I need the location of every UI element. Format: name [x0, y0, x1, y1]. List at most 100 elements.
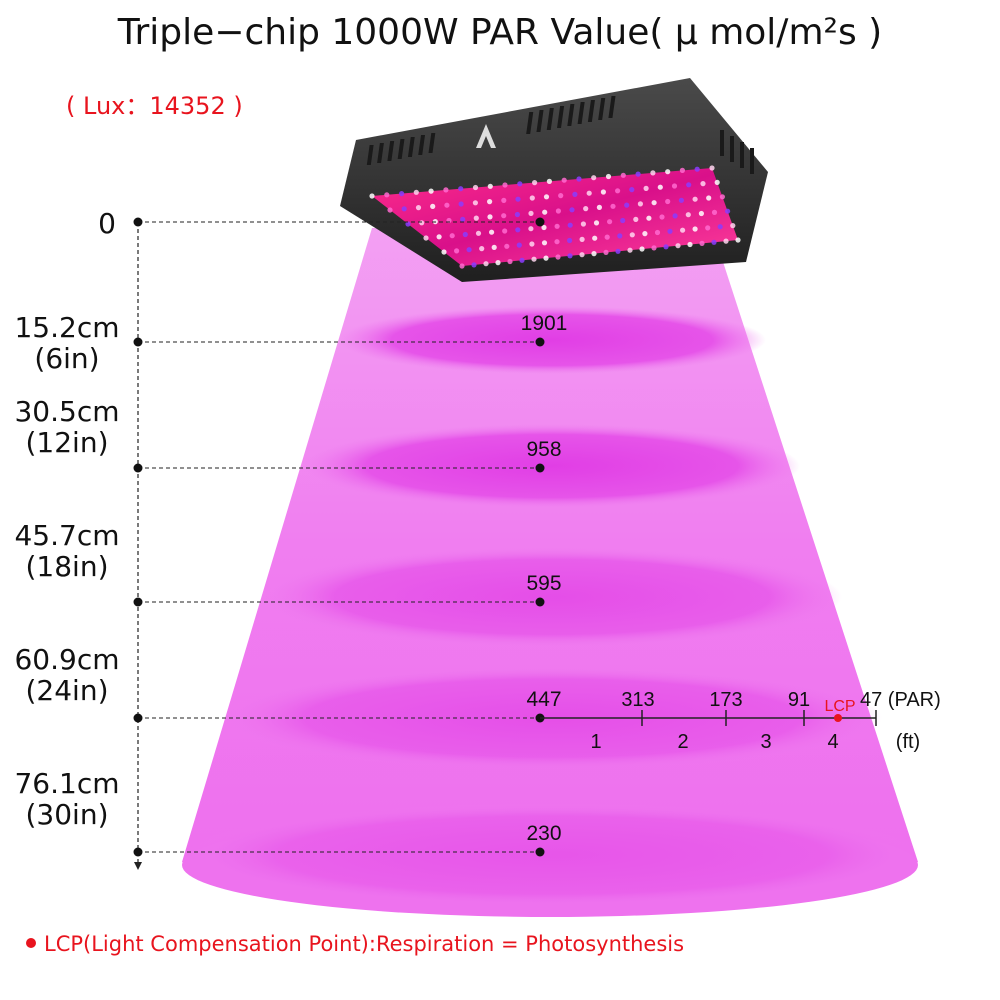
height-label-15cm-cm: 15.2cm [14, 311, 120, 344]
led-dot [723, 238, 729, 244]
led-dot [567, 253, 573, 259]
led-dot [483, 261, 489, 267]
lux-close: ) [225, 92, 243, 120]
led-dot [567, 237, 573, 244]
led-dot [635, 171, 641, 177]
led-dot [462, 231, 468, 238]
led-dot [529, 241, 535, 247]
led-dot [607, 219, 613, 225]
led-dot [665, 198, 671, 205]
led-dot [459, 263, 465, 269]
led-dot [502, 228, 508, 234]
axis-dot-4 [133, 713, 143, 723]
center-dot-3 [535, 597, 545, 607]
led-dot [692, 226, 698, 232]
lcp-label: LCP [824, 698, 855, 715]
led-dot [719, 194, 726, 200]
feet-4: 4 [827, 731, 838, 753]
led-dot [711, 239, 717, 245]
led-dot [711, 209, 718, 215]
center-dot-5 [535, 847, 545, 857]
led-dot [543, 255, 549, 261]
led-dot [473, 215, 479, 221]
led-dot [436, 234, 442, 240]
led-dot [554, 239, 560, 245]
scale-value-91: 91 [788, 689, 810, 711]
lcp-footnote-text: LCP(Light Compensation Point):Respiratio… [44, 932, 685, 956]
led-dot [730, 223, 736, 229]
lux-name: Lux [83, 92, 126, 120]
axis-dot-5 [133, 847, 143, 857]
led-dot [665, 169, 671, 175]
led-dot [475, 230, 482, 236]
led-dot [620, 217, 626, 224]
led-dot [567, 222, 573, 228]
center-dot-0 [535, 217, 545, 227]
led-dot [443, 187, 449, 193]
led-dot [687, 241, 693, 248]
lux-label: ( Lux：14352 ) [66, 86, 243, 121]
height-label-30cm: 30.5cm (12in) [2, 396, 132, 458]
led-dot [579, 236, 585, 242]
par-value-5: 230 [526, 822, 561, 845]
led-dot [672, 213, 678, 219]
lcp-footnote: LCP(Light Compensation Point):Respiratio… [26, 932, 684, 956]
led-dot [541, 224, 547, 231]
scale-value-173: 173 [709, 689, 742, 711]
led-dot [555, 254, 561, 260]
height-label-76cm-in: (30in) [25, 798, 109, 831]
led-dot [633, 216, 639, 222]
led-dot [532, 180, 538, 186]
led-dot [501, 197, 507, 203]
brand-logo-icon [476, 124, 496, 148]
led-dot [529, 195, 535, 201]
height-label-60cm: 60.9cm (24in) [2, 644, 132, 706]
led-dot [604, 234, 610, 240]
par-value-3: 595 [526, 572, 561, 595]
led-dot [579, 252, 585, 258]
height-label-76cm: 76.1cm (30in) [2, 768, 132, 830]
led-dot [725, 208, 731, 214]
led-dot [543, 194, 550, 200]
led-dot [705, 225, 711, 231]
ring-30cm [304, 424, 800, 508]
led-dot [679, 167, 686, 173]
led-dot [569, 207, 575, 213]
led-dot [659, 214, 665, 220]
led-dot [580, 221, 587, 227]
led-dot [624, 202, 630, 208]
led-dot [528, 226, 534, 232]
led-dot [591, 251, 597, 257]
led-dot [617, 233, 623, 239]
led-dot [650, 170, 656, 176]
height-label-45cm-in: (18in) [25, 550, 109, 583]
led-dot [449, 233, 455, 239]
led-dot [561, 177, 567, 183]
led-dot [458, 201, 464, 207]
led-dot [401, 206, 407, 212]
led-dot [709, 165, 715, 171]
led-dot [714, 179, 720, 185]
height-label-0: 0 [82, 208, 132, 239]
led-dot [405, 221, 411, 227]
led-dot [667, 228, 673, 234]
axis-dot-1 [133, 337, 143, 347]
led-dot [699, 240, 705, 246]
height-label-30cm-cm: 30.5cm [14, 395, 120, 428]
led-dot [466, 247, 472, 253]
ring-45cm [262, 547, 842, 647]
led-dot [646, 215, 652, 221]
led-dot [415, 205, 422, 211]
led-dot [576, 176, 582, 182]
ring-76cm [184, 803, 920, 907]
led-dot [686, 182, 692, 188]
led-dot [542, 209, 548, 215]
center-dot-1 [535, 337, 545, 347]
feet-1: 1 [590, 731, 601, 753]
led-dot [554, 223, 560, 229]
led-dot [692, 196, 698, 202]
led-dot [487, 199, 493, 205]
led-dot [593, 220, 600, 226]
led-dot [605, 173, 612, 180]
led-dot [700, 181, 706, 187]
